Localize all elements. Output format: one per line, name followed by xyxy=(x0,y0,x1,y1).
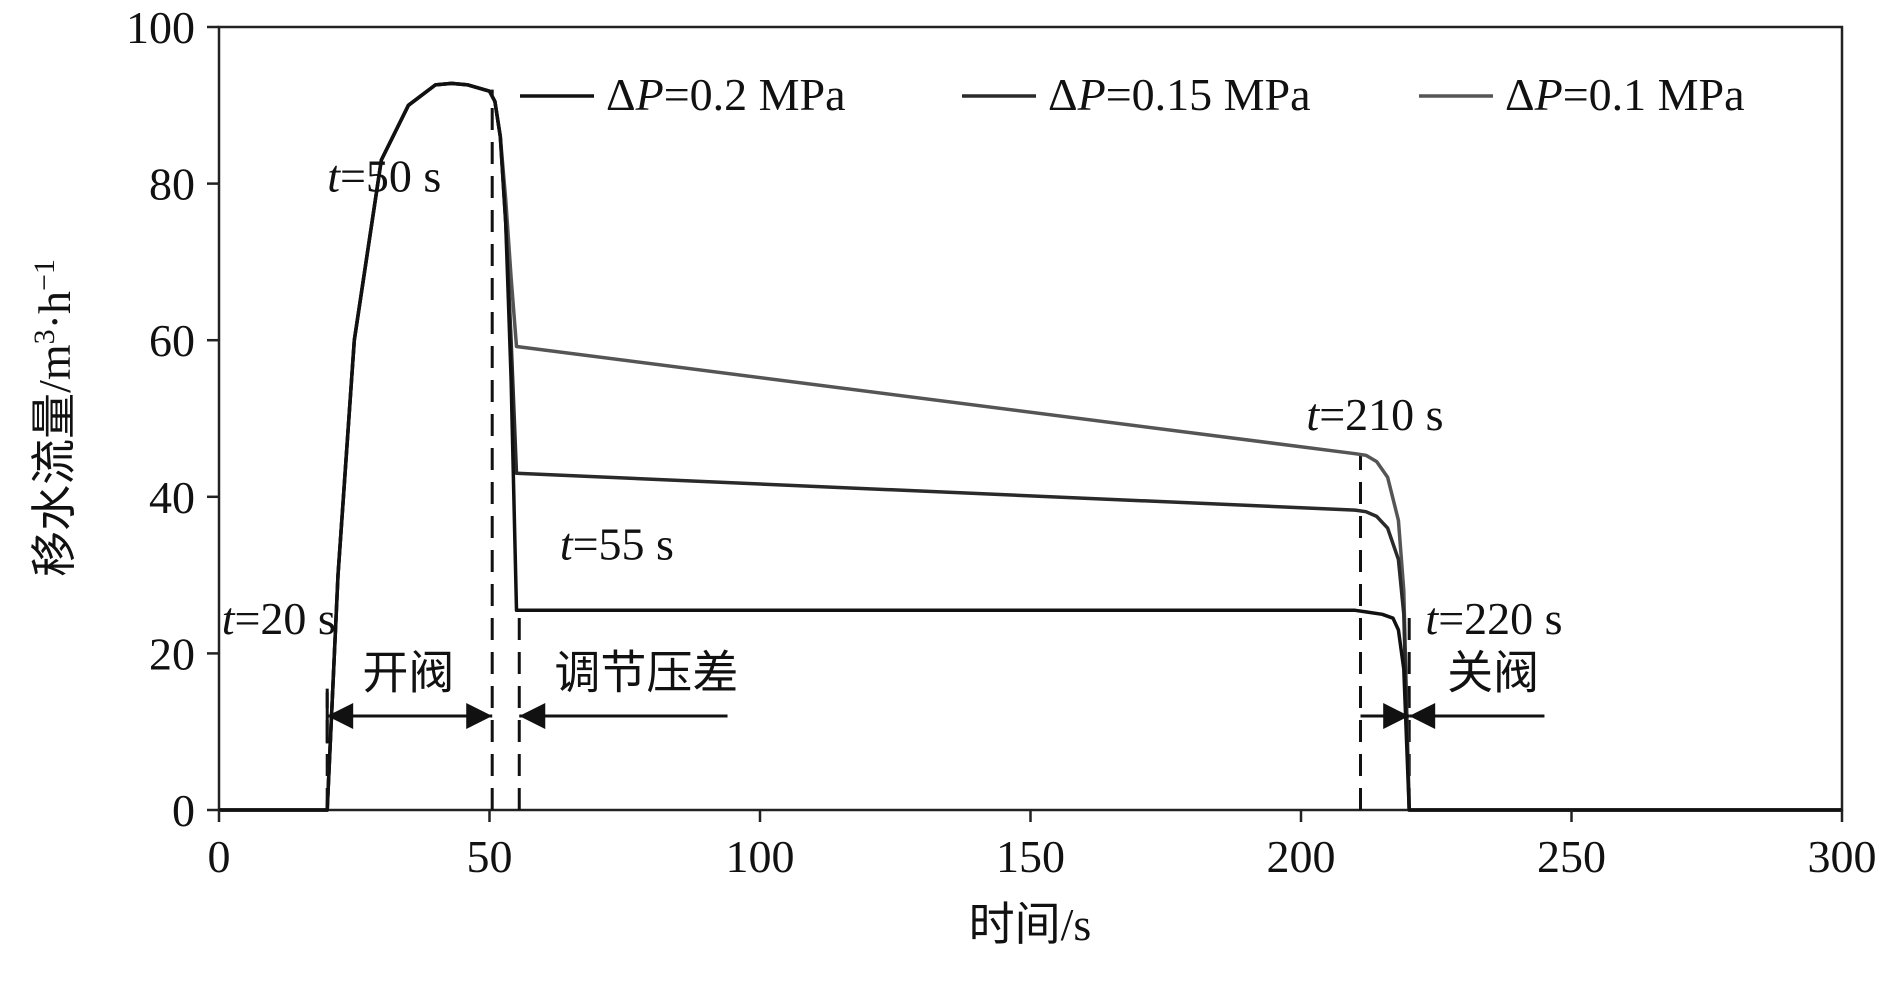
x-tick-label: 0 xyxy=(208,831,231,882)
legend: ΔP=0.2 MPa ΔP=0.15 MPa ΔP=0.1 MPa xyxy=(520,69,1745,120)
y-tick-label: 60 xyxy=(149,315,195,366)
axis-ticks: 0 50 100 150 200 250 300 0 20 40 60 80 100 xyxy=(126,2,1877,882)
x-tick-label: 300 xyxy=(1808,831,1877,882)
y-tick-label: 100 xyxy=(126,2,195,53)
x-tick-label: 100 xyxy=(726,831,795,882)
phase-arrows xyxy=(325,688,1545,744)
plot-frame xyxy=(217,25,1844,812)
series-line xyxy=(219,81,1842,812)
x-axis-title: 时间/s xyxy=(969,899,1092,950)
time-annotation: t=20 s xyxy=(222,593,336,644)
phase-label: 关阀 xyxy=(1447,648,1539,699)
legend-label: ΔP=0.15 MPa xyxy=(1048,69,1311,120)
series-line xyxy=(219,81,1842,812)
x-tick-label: 250 xyxy=(1537,831,1606,882)
y-axis-title-sup2: −1 xyxy=(28,259,61,291)
legend-label: ΔP=0.1 MPa xyxy=(1505,69,1745,120)
time-annotation: t=50 s xyxy=(327,150,441,201)
phase-label: 开阀 xyxy=(362,648,454,699)
time-annotation: t=210 s xyxy=(1306,389,1443,440)
legend-label: ΔP=0.2 MPa xyxy=(606,69,846,120)
y-axis-title-main: 移水流量/m xyxy=(29,344,80,577)
x-tick-label: 50 xyxy=(467,831,513,882)
phase-divider-lines xyxy=(325,89,1411,810)
time-annotations: t=50 s t=55 s t=20 s t=210 s t=220 s xyxy=(222,150,1563,643)
y-tick-label: 40 xyxy=(149,472,195,523)
y-tick-label: 20 xyxy=(149,628,195,679)
y-axis-title: 移水流量/m3·h−1 xyxy=(28,259,80,577)
y-tick-label: 0 xyxy=(172,785,195,836)
y-axis-title-mid: ·h xyxy=(29,291,80,329)
time-annotation: t=55 s xyxy=(560,518,674,569)
x-tick-label: 150 xyxy=(996,831,1065,882)
series-lines xyxy=(219,81,1842,812)
x-tick-label: 200 xyxy=(1267,831,1336,882)
time-annotation: t=220 s xyxy=(1425,593,1562,644)
phase-label: 调节压差 xyxy=(554,648,738,699)
y-axis-title-sup1: 3 xyxy=(28,329,61,344)
series-line xyxy=(219,81,1842,812)
y-tick-label: 80 xyxy=(149,159,195,210)
phase-labels: 开阀 调节压差 关阀 xyxy=(362,648,1539,699)
